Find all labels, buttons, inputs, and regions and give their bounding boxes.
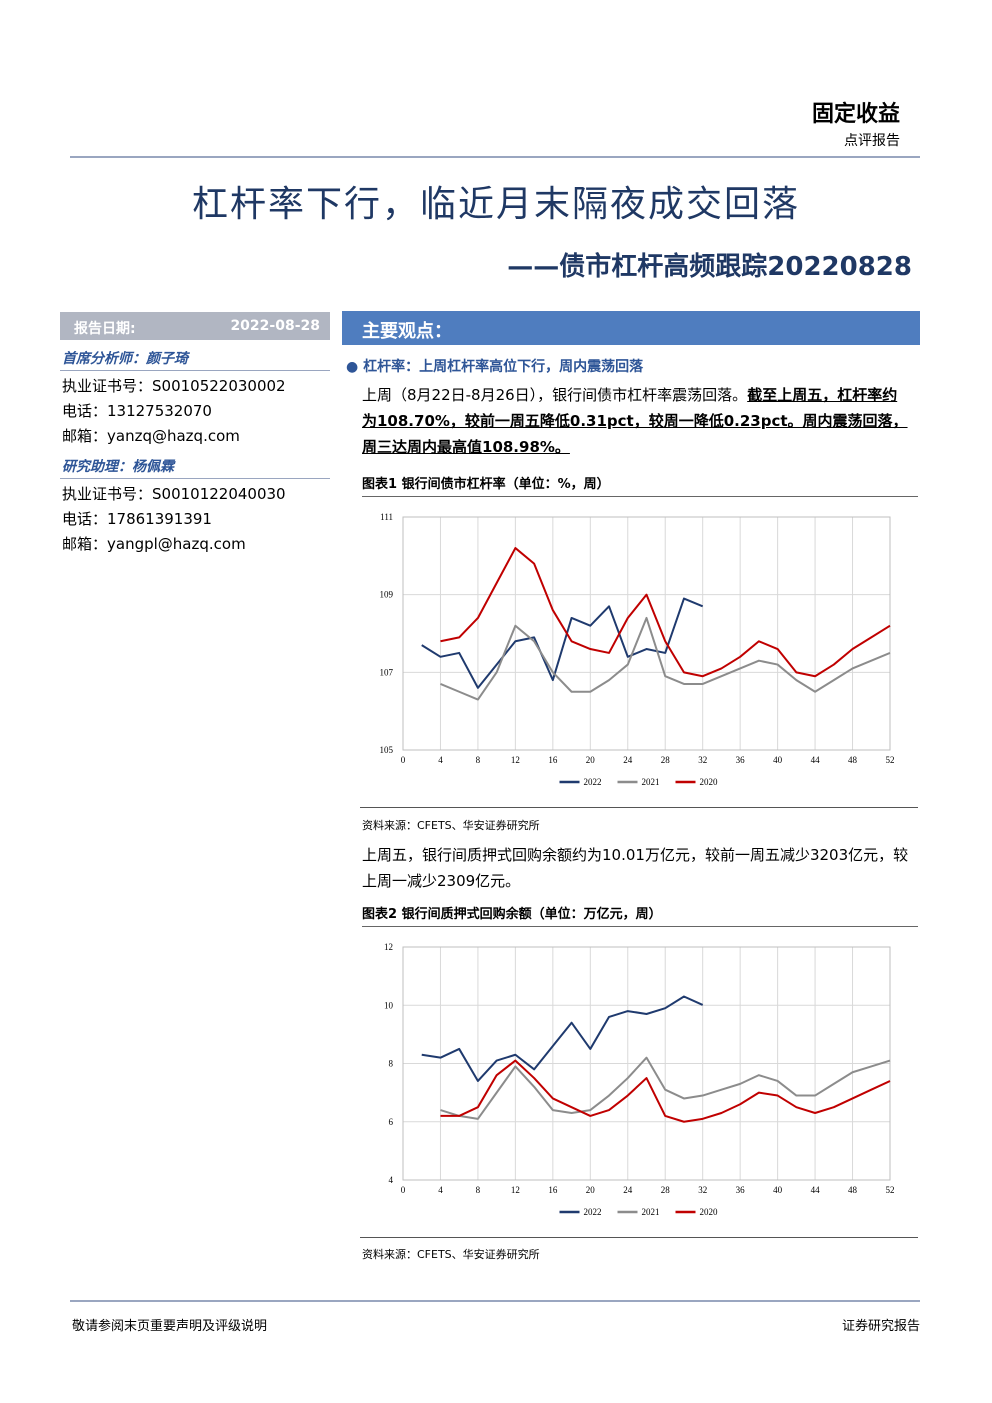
x-tick-label: 4 <box>438 1185 443 1195</box>
y-tick-label: 12 <box>384 942 393 952</box>
y-tick-label: 107 <box>380 667 394 677</box>
info-line: 邮箱：yangpl@hazq.com <box>62 535 246 553</box>
info-line: 电话：13127532070 <box>62 402 212 420</box>
x-tick-label: 36 <box>736 755 746 765</box>
x-tick-label: 24 <box>623 755 633 765</box>
paragraph: 上周五，银行间质押式回购余额约为10.01万亿元，较前一周五减少3203亿元，较… <box>362 846 909 890</box>
bullet-text: 杠杆率：上周杠杆率高位下行，周内震荡回落 <box>363 359 644 375</box>
x-tick-label: 36 <box>736 1185 746 1195</box>
x-tick-label: 40 <box>773 755 783 765</box>
figure-caption: 图表2 银行间质押式回购余额（单位：万亿元，周） <box>362 903 918 927</box>
paragraph: 上周（8月22日-8月26日），银行间债市杠杆率震荡回落。截至上周五，杠杆率约为… <box>362 382 912 460</box>
x-tick-label: 16 <box>548 755 558 765</box>
category: 固定收益 <box>811 101 900 127</box>
x-tick-label: 32 <box>698 1185 707 1195</box>
info-line: 邮箱：yanzq@hazq.com <box>62 427 240 445</box>
x-tick-label: 44 <box>811 1185 821 1195</box>
x-tick-label: 4 <box>438 755 443 765</box>
title: 杠杆率下行，临近月末隔夜成交回落 <box>191 184 800 225</box>
y-tick-label: 111 <box>380 512 393 522</box>
legend-label: 2022 <box>584 777 602 787</box>
y-tick-label: 105 <box>380 745 394 755</box>
info-line: 执业证书号：S0010122040030 <box>62 485 286 503</box>
emphasis: 截至上周五，杠杆率约为108.70%，较前一周五降低0.31pct，较周一降低0… <box>362 386 908 456</box>
info-line: 电话：17861391391 <box>62 510 212 528</box>
role: 首席分析师：颜子琦 <box>62 351 188 367</box>
rule <box>70 156 920 158</box>
y-tick-label: 6 <box>389 1117 394 1127</box>
series-line <box>440 1059 891 1123</box>
x-tick-label: 40 <box>773 1185 783 1195</box>
section-header: 主要观点： <box>342 311 920 345</box>
date-bar: 报告日期: 2022-08-28 <box>60 312 330 340</box>
subtitle: ——债市杠杆高频跟踪20220828 <box>507 252 912 282</box>
footer-right: 证券研究报告 <box>841 1319 920 1334</box>
info-line: 执业证书号：S0010522030002 <box>62 377 286 395</box>
legend-label: 2022 <box>584 1207 602 1217</box>
rule <box>360 807 918 808</box>
y-tick-label: 8 <box>389 1059 394 1069</box>
rule <box>360 1237 918 1238</box>
legend-label: 2021 <box>642 1207 660 1217</box>
x-tick-label: 16 <box>548 1185 558 1195</box>
y-tick-label: 10 <box>384 1000 394 1010</box>
x-tick-label: 48 <box>848 1185 858 1195</box>
plot-border <box>402 516 891 751</box>
date: 2022-08-28 <box>230 318 320 334</box>
rule <box>70 1300 920 1302</box>
x-tick-label: 52 <box>886 1185 895 1195</box>
series-line <box>440 547 891 678</box>
legend-label: 2021 <box>642 777 660 787</box>
x-tick-label: 0 <box>401 1185 406 1195</box>
separator <box>60 370 330 371</box>
x-tick-label: 24 <box>623 1185 633 1195</box>
x-tick-label: 12 <box>511 755 520 765</box>
x-tick-label: 8 <box>476 755 481 765</box>
x-tick-label: 28 <box>661 1185 671 1195</box>
x-tick-label: 20 <box>586 755 596 765</box>
text: 上周（8月22日-8月26日），银行间债市杠杆率震荡回落。 <box>362 386 748 404</box>
x-tick-label: 8 <box>476 1185 481 1195</box>
x-tick-label: 52 <box>886 755 895 765</box>
series-line <box>421 995 704 1082</box>
date-label: 报告日期: <box>74 321 136 337</box>
source: 资料来源：CFETS、华安证券研究所 <box>362 1248 540 1261</box>
y-tick-label: 109 <box>380 590 394 600</box>
series-line <box>440 1056 891 1120</box>
x-tick-label: 20 <box>586 1185 596 1195</box>
x-tick-label: 44 <box>811 755 821 765</box>
y-tick-label: 4 <box>389 1175 394 1185</box>
x-tick-label: 0 <box>401 755 406 765</box>
x-tick-label: 28 <box>661 755 671 765</box>
subcategory: 点评报告 <box>844 133 900 149</box>
separator <box>60 478 330 479</box>
series-line <box>421 597 704 689</box>
role: 研究助理：杨佩霖 <box>62 459 174 475</box>
plot-border <box>402 946 891 1181</box>
series-line <box>440 616 891 701</box>
x-tick-label: 12 <box>511 1185 520 1195</box>
x-tick-label: 48 <box>848 755 858 765</box>
bullet: ● 杠杆率：上周杠杆率高位下行，周内震荡回落 <box>346 359 644 375</box>
footer-left: 敬请参阅末页重要声明及评级说明 <box>72 1319 268 1334</box>
source: 资料来源：CFETS、华安证券研究所 <box>362 819 540 832</box>
figure-caption: 图表1 银行间债市杠杆率（单位：%，周） <box>362 473 918 497</box>
x-tick-label: 32 <box>698 755 707 765</box>
legend-label: 2020 <box>700 777 719 787</box>
section-title: 主要观点： <box>362 321 452 342</box>
legend-label: 2020 <box>700 1207 719 1217</box>
